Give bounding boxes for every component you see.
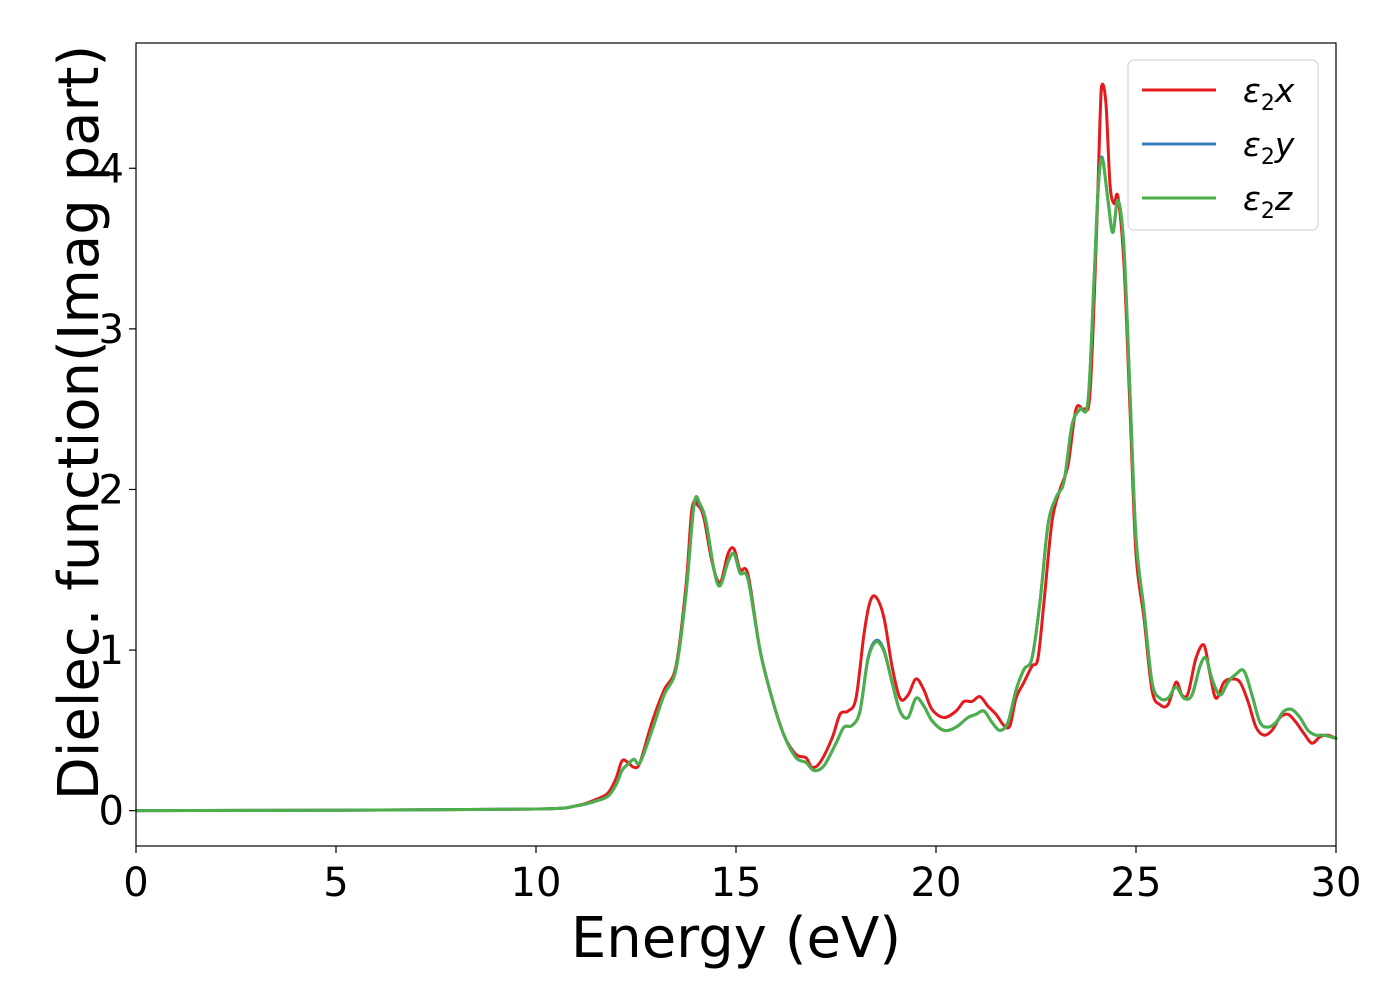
x-axis-label: Energy (eV) (571, 906, 901, 971)
y-tick-label: 0 (99, 789, 124, 835)
legend-label-z: ε2z (1243, 179, 1293, 224)
series-line-x (134, 82, 1338, 813)
plot-area-frame (135, 42, 1337, 847)
legend-symbol: ε (1243, 179, 1261, 218)
x-tick-label: 0 (123, 860, 148, 906)
legend-subscript: 2 (1261, 145, 1275, 170)
y-tick-label: 3 (99, 307, 124, 353)
x-tick-label: 20 (911, 860, 962, 906)
x-tick-label: 5 (323, 860, 348, 906)
y-tick-label: 4 (99, 146, 124, 192)
legend-variable: x (1274, 71, 1295, 110)
y-tick-label: 1 (99, 628, 124, 674)
legend-box (1127, 59, 1319, 231)
legend-variable: z (1274, 179, 1293, 218)
y-axis-ticks: 0 1 2 3 4 (99, 146, 136, 835)
series-line-z (134, 157, 1338, 813)
legend-subscript: 2 (1261, 91, 1275, 116)
legend-label-y: ε2y (1243, 125, 1295, 170)
series-lines (134, 82, 1338, 813)
y-tick-label: 2 (99, 467, 124, 513)
x-tick-label: 10 (511, 860, 562, 906)
legend-label-x: ε2x (1243, 71, 1295, 116)
legend-symbol: ε (1243, 71, 1261, 110)
y-axis-label: Dielec. function(Imag part) (47, 45, 112, 801)
x-axis-ticks: 0 5 10 15 20 25 30 (123, 846, 1361, 906)
legend-subscript: 2 (1261, 199, 1275, 224)
x-tick-label: 15 (711, 860, 762, 906)
series-line-y (134, 155, 1338, 813)
legend-variable: y (1274, 125, 1295, 164)
legend-symbol: ε (1243, 125, 1261, 164)
x-tick-label: 30 (1311, 860, 1362, 906)
x-tick-label: 25 (1111, 860, 1162, 906)
